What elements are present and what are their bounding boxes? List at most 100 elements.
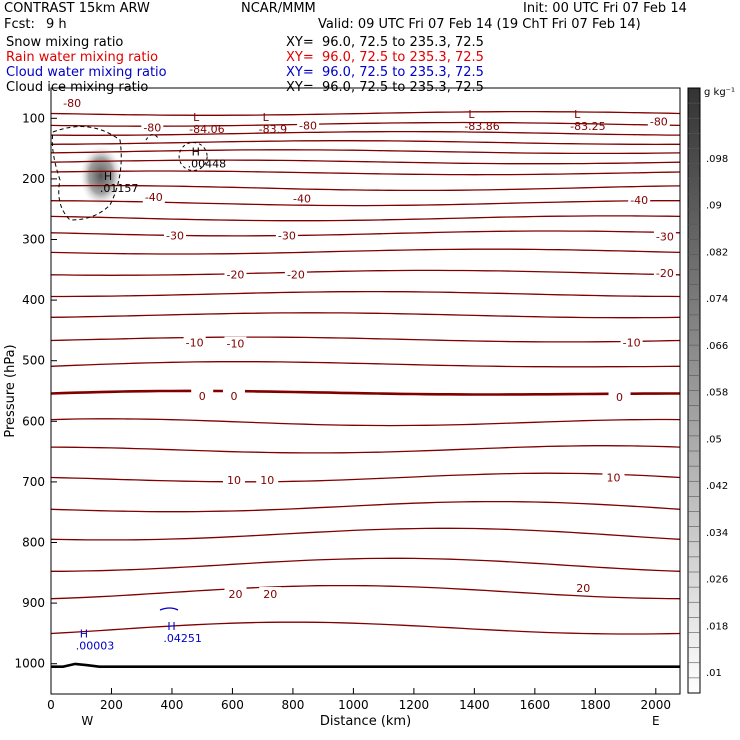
isotherm-line [50,184,681,192]
cloud-ice-contour [51,126,122,221]
y-tick-label: 500 [22,354,45,368]
y-tick-label: 100 [22,111,45,125]
isotherm-label-bg [572,580,595,594]
isotherm-label-bg [256,473,279,487]
colorbar-tick-label: .05 [706,434,722,445]
isotherm-line [50,149,681,155]
isotherm-label-bg [628,193,651,207]
colorbar: g kg⁻¹ .01 .018 .026 .034 .042 .05 .058 .066 .074… [687,87,735,694]
field-name-cloud-ice: Cloud ice mixing ratio [6,80,149,95]
extremum-mark: L [193,111,200,124]
x-tick-label: 400 [161,698,184,712]
isotherm-label: -20 [656,267,674,280]
extremum-value: -83.25 [570,120,605,133]
colorbar-tick-label: .082 [706,247,728,258]
isotherm-label-bg [608,390,631,404]
isotherm-label: -20 [287,269,305,282]
isotherm-label-bg [191,388,214,402]
isotherm-line [51,290,681,298]
isotherm-line [50,584,681,600]
extremum-mark: L [574,108,581,121]
colorbar-unit: g kg⁻¹ [704,87,735,98]
isotherm-label-bg [284,267,307,281]
isotherm-line [50,361,681,368]
isotherm-label: 10 [260,474,274,487]
extremum-value: .00448 [188,158,227,171]
isotherm-label: 10 [606,472,620,485]
surface-line [51,662,680,669]
y-tick-label: 800 [22,536,45,550]
isotherm-label: 10 [227,474,241,487]
y-tick-label: 200 [22,172,45,186]
isotherm-line [50,110,681,116]
y-tick-label: 300 [22,233,45,247]
isotherm-line [50,336,681,343]
isotherm-label: 20 [576,582,590,595]
isotherm-label: 20 [263,588,277,601]
org-label: NCAR/MMM [241,1,316,16]
isotherm-line [51,557,681,572]
isotherm-label: 0 [230,390,237,403]
isotherm-line [50,170,681,176]
isotherm-line [50,269,681,276]
extremum-value: .01157 [100,182,139,195]
extremum-value: -83.86 [464,120,499,133]
isotherm-label: -10 [186,337,204,350]
isotherm-line [50,159,681,165]
isotherm-label: -20 [226,269,244,282]
isotherm-label: 20 [228,588,242,601]
cloud-contour-layer [51,126,208,611]
isotherm-label: -80 [299,120,317,133]
extremum-value: .00003 [76,639,115,652]
isotherm-line [50,215,681,222]
y-tick-label: 1000 [14,657,45,671]
isotherm-label-bg [290,191,313,205]
field-xy-cloud-water: XY= 96.0, 72.5 to 235.3, 72.5 [286,65,484,80]
plot-frame-layer [50,87,681,695]
plot-frame [50,87,681,695]
isotherm-label-bg [275,228,298,242]
isotherm-label: -40 [145,191,163,204]
isotherm-label: -80 [650,115,668,128]
colorbar-tick-label: .098 [706,154,728,165]
colorbar-tick-label: .01 [706,668,722,679]
isotherm-line [50,140,680,146]
extremum-value: -84.06 [189,123,224,136]
colorbar-tick-label: .042 [706,481,728,492]
isotherm-label: -40 [293,192,311,205]
x-tick-label: 1000 [338,698,369,712]
colorbar-tick-label: .026 [706,575,728,586]
isotherm-label-bg [222,473,245,487]
isotherm-label: -30 [166,229,184,242]
cloud-water-contour [159,607,179,611]
extremum-mark: H [104,170,112,183]
x-tick-label: 200 [100,698,123,712]
isotherm-label-bg [183,335,206,349]
y-tick-label: 900 [22,596,45,610]
field-name-snow: Snow mixing ratio [6,35,124,50]
isotherm-label-bg [142,190,165,204]
isotherm-label: 0 [616,391,623,404]
y-tick-label: 600 [22,414,45,428]
isotherm-label-bg [602,470,625,484]
isotherm-label-bg [259,587,282,601]
isotherm-label-bg [141,120,164,134]
isotherm-label-bg [224,267,247,281]
field-xy-snow: XY= 96.0, 72.5 to 235.3, 72.5 [286,35,484,50]
east-label: E [652,714,660,728]
isotherm-line [50,130,680,136]
model-title: CONTRAST 15km ARW [4,1,150,16]
forecast-label: Fcst: [4,17,35,32]
isotherm-line [50,527,681,541]
isotherm-label: -80 [63,97,81,110]
isotherm-line [50,500,681,513]
isotherm-line [50,230,681,237]
isotherm-label: -10 [623,337,641,350]
isotherm-line [50,445,681,454]
field-xy-rain: XY= 96.0, 72.5 to 235.3, 72.5 [286,50,484,65]
extremum-mark: H [80,627,88,640]
isotherm-line [50,389,680,396]
colorbar-tick-label: .09 [706,201,722,212]
extremum-mark: L [263,111,270,124]
isotherm-label: -80 [143,121,161,134]
